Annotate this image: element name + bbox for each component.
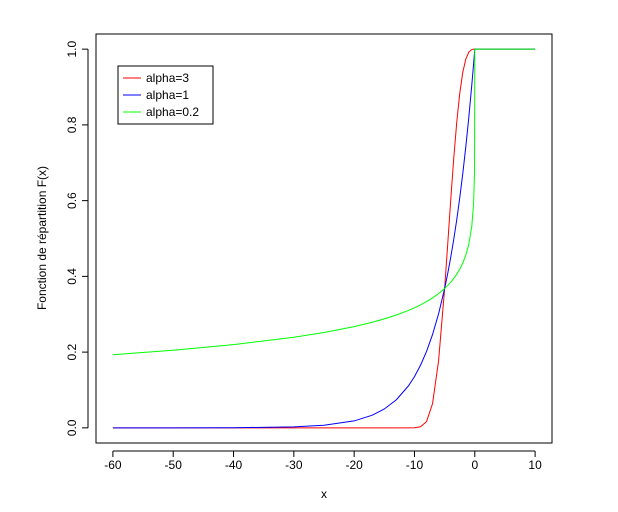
x-tick-label: 0: [471, 458, 478, 472]
legend-label: alpha=3: [146, 71, 189, 85]
legend-label: alpha=0.2: [146, 105, 199, 119]
x-tick-label: -10: [406, 458, 424, 472]
x-tick-label: -20: [345, 458, 363, 472]
x-tick-label: -50: [165, 458, 183, 472]
x-tick-label: -60: [104, 458, 122, 472]
x-tick-label: -30: [285, 458, 303, 472]
plot-frame: [95, 33, 553, 444]
series-line: [112, 48, 536, 356]
legend-label: alpha=1: [146, 88, 189, 102]
y-tick-label: 1.0: [65, 40, 79, 57]
y-tick-label: 0.2: [65, 343, 79, 360]
y-tick-label: 0.6: [65, 192, 79, 209]
x-tick-label: -40: [225, 458, 243, 472]
y-tick-label: 0.4: [65, 268, 79, 285]
x-tick-label: 10: [528, 458, 542, 472]
series-line: [112, 48, 536, 429]
y-tick-label: 0.0: [65, 419, 79, 436]
y-axis-label: Fonction de répartition F(x): [35, 166, 49, 310]
series-line: [112, 48, 536, 429]
x-axis-label: x: [321, 487, 327, 501]
y-tick-label: 0.8: [65, 116, 79, 133]
